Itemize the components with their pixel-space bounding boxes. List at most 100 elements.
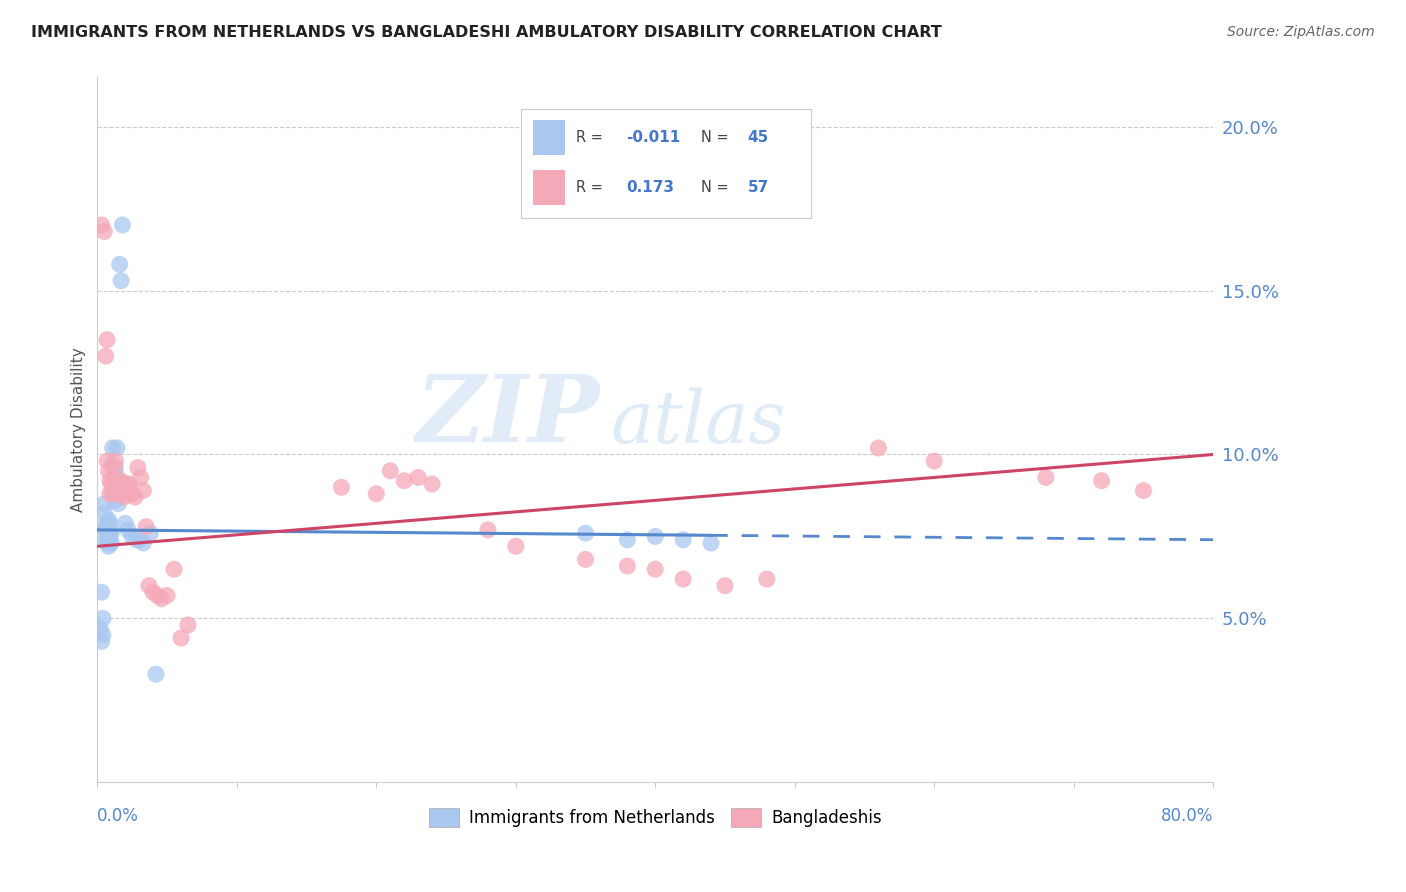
Point bbox=[366, 487, 388, 501]
Point bbox=[644, 529, 666, 543]
Point bbox=[420, 477, 443, 491]
Point bbox=[868, 441, 890, 455]
Point bbox=[477, 523, 499, 537]
Text: Source: ZipAtlas.com: Source: ZipAtlas.com bbox=[1227, 25, 1375, 39]
Point bbox=[104, 460, 127, 475]
Point bbox=[104, 454, 127, 468]
Point bbox=[108, 480, 131, 494]
Point bbox=[90, 634, 112, 648]
Point bbox=[100, 526, 122, 541]
Point bbox=[100, 477, 122, 491]
Point bbox=[98, 487, 121, 501]
Point bbox=[755, 572, 778, 586]
Point bbox=[111, 218, 134, 232]
Point bbox=[108, 257, 131, 271]
Point bbox=[114, 516, 136, 531]
Point bbox=[392, 474, 415, 488]
Point bbox=[97, 533, 120, 547]
Point bbox=[115, 487, 138, 501]
Point bbox=[128, 533, 150, 547]
Point bbox=[700, 536, 723, 550]
Point bbox=[145, 667, 167, 681]
Point bbox=[1035, 470, 1057, 484]
Point bbox=[98, 526, 121, 541]
Text: 80.0%: 80.0% bbox=[1161, 807, 1213, 825]
Point bbox=[111, 477, 134, 491]
Point bbox=[163, 562, 186, 576]
Point bbox=[94, 523, 117, 537]
Point bbox=[96, 526, 118, 541]
Point bbox=[101, 487, 124, 501]
Point bbox=[98, 516, 121, 531]
Point bbox=[406, 470, 429, 484]
Point bbox=[96, 536, 118, 550]
Point bbox=[922, 454, 945, 468]
Point bbox=[170, 631, 193, 645]
Point bbox=[98, 474, 121, 488]
Point bbox=[96, 519, 118, 533]
Point bbox=[121, 529, 143, 543]
Point bbox=[330, 480, 353, 494]
Point bbox=[104, 477, 127, 491]
Point bbox=[107, 487, 129, 501]
Point bbox=[1132, 483, 1154, 498]
Point bbox=[117, 523, 139, 537]
Point bbox=[146, 589, 169, 603]
Point bbox=[118, 477, 141, 491]
Point bbox=[644, 562, 666, 576]
Point bbox=[714, 579, 737, 593]
Point bbox=[114, 477, 136, 491]
Point bbox=[97, 539, 120, 553]
Point bbox=[132, 536, 155, 550]
Point bbox=[103, 460, 125, 475]
Point bbox=[97, 464, 120, 478]
Point bbox=[91, 611, 114, 625]
Point bbox=[103, 487, 125, 501]
Point bbox=[1091, 474, 1114, 488]
Point bbox=[107, 497, 129, 511]
Point bbox=[616, 558, 638, 573]
Point bbox=[89, 621, 111, 635]
Point bbox=[94, 349, 117, 363]
Point bbox=[124, 490, 146, 504]
Point bbox=[96, 454, 118, 468]
Point bbox=[100, 536, 122, 550]
Point bbox=[105, 441, 128, 455]
Point bbox=[103, 493, 125, 508]
Point bbox=[98, 536, 121, 550]
Point bbox=[93, 497, 115, 511]
Point bbox=[90, 218, 112, 232]
Point bbox=[101, 441, 124, 455]
Point bbox=[90, 585, 112, 599]
Text: atlas: atlas bbox=[610, 388, 786, 458]
Point bbox=[127, 460, 149, 475]
Point bbox=[135, 519, 157, 533]
Point bbox=[112, 490, 135, 504]
Point bbox=[142, 585, 165, 599]
Point bbox=[104, 467, 127, 482]
Legend: Immigrants from Netherlands, Bangladeshis: Immigrants from Netherlands, Bangladeshi… bbox=[422, 801, 889, 834]
Point bbox=[129, 470, 152, 484]
Point bbox=[110, 474, 132, 488]
Point bbox=[101, 458, 124, 472]
Text: 0.0%: 0.0% bbox=[97, 807, 139, 825]
Point bbox=[139, 526, 162, 541]
Point bbox=[156, 589, 179, 603]
Point bbox=[138, 579, 160, 593]
Point bbox=[105, 480, 128, 494]
Point bbox=[616, 533, 638, 547]
Y-axis label: Ambulatory Disability: Ambulatory Disability bbox=[72, 348, 86, 512]
Point bbox=[117, 480, 139, 494]
Point bbox=[121, 487, 143, 501]
Point bbox=[672, 533, 695, 547]
Point bbox=[125, 533, 148, 547]
Point bbox=[574, 526, 596, 541]
Point bbox=[574, 552, 596, 566]
Point bbox=[93, 225, 115, 239]
Point bbox=[93, 507, 115, 521]
Point bbox=[505, 539, 527, 553]
Point bbox=[110, 274, 132, 288]
Point bbox=[380, 464, 402, 478]
Point bbox=[93, 519, 115, 533]
Point bbox=[132, 483, 155, 498]
